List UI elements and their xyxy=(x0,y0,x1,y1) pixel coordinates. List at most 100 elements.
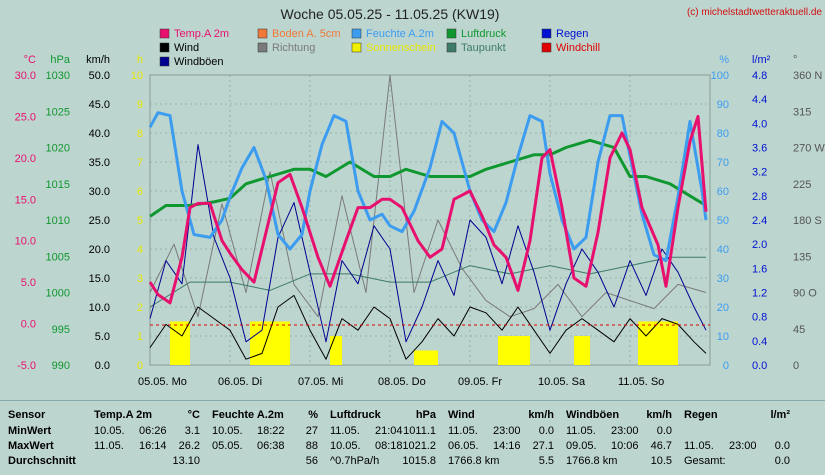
direction-axis-unit: ° xyxy=(793,54,797,66)
stats-cell-time: 06:26 xyxy=(139,425,167,437)
temp-axis-tick: 15.0 xyxy=(15,194,36,206)
stats-cell-value: 26.2 xyxy=(178,440,200,452)
series-line-windb-en xyxy=(149,144,707,343)
sunshine-bar xyxy=(498,336,530,365)
x-label: 11.05. So xyxy=(618,376,664,388)
chart-title: Woche 05.05.25 - 11.05.25 (KW19) xyxy=(281,6,500,22)
rain-axis-tick: 2.4 xyxy=(752,215,767,227)
temp-axis-tick: 20.0 xyxy=(15,153,36,165)
sunshine-bar xyxy=(170,321,190,365)
series-line-luftdruck xyxy=(149,138,707,218)
legend: Temp.A 2m Boden A. 5cm Feuchte A.2m Luftdru… xyxy=(159,28,600,68)
legend-swatch xyxy=(446,28,457,39)
legend-label: Regen xyxy=(556,28,588,40)
stats-cell-date: 10.05. xyxy=(330,440,361,452)
humidity-axis-tick: 90 xyxy=(717,99,729,111)
x-axis-labels: 05.05. Mo 06.05. Di 07.05. Mi 08.05. Do 09.0… xyxy=(138,376,664,388)
stats-cell-value: 3.1 xyxy=(184,425,200,437)
wind-axis-tick: 15.0 xyxy=(89,273,110,285)
humidity-axis-tick: 80 xyxy=(717,128,729,140)
pressure-axis-tick: 990 xyxy=(52,360,70,372)
pressure-axis-tick: 1005 xyxy=(46,251,70,263)
series-line-feuchte-a-2m xyxy=(148,111,708,263)
legend-label: Boden A. 5cm xyxy=(272,28,341,40)
stats-cell-value: 1015.8 xyxy=(402,455,436,467)
stats-cell-date: Gesamt: xyxy=(684,455,726,467)
series-line-wind xyxy=(149,294,707,360)
legend-swatch xyxy=(541,42,552,53)
stats-cell-value: 56 xyxy=(305,455,318,467)
stats-cell-date: 11.05. xyxy=(448,425,478,437)
stats-cell-date: 11.05. xyxy=(330,425,360,437)
legend-label: Feuchte A.2m xyxy=(366,28,434,40)
weather-chart: Woche 05.05.25 - 11.05.25 (KW19) (c) mic… xyxy=(15,6,825,388)
stats-cell-time: 21:04 xyxy=(375,425,403,437)
wind-axis-tick: 45.0 xyxy=(89,99,110,111)
stats-cell-date: 1766.8 km xyxy=(448,455,500,467)
pressure-axis-tick: 1010 xyxy=(46,215,70,227)
stats-cell-value: 46.7 xyxy=(650,440,672,452)
direction-axis-tick: 45 xyxy=(793,324,805,336)
x-label: 08.05. Do xyxy=(378,376,426,388)
legend-label: Windböen xyxy=(174,56,224,68)
direction-axis-tick: 360 N xyxy=(793,70,822,82)
temp-axis-tick: 0.0 xyxy=(21,319,36,331)
stats-table: Sensor Temp.A 2m °C Feuchte A.2m% Luftdruck h… xyxy=(0,400,825,475)
direction-axis-tick: 180 S xyxy=(793,215,822,227)
pressure-axis-tick: 1015 xyxy=(46,179,70,191)
series-lines xyxy=(148,74,708,360)
stats-header-unit: hPa xyxy=(415,409,436,421)
pressure-axis-tick: 1030 xyxy=(46,70,70,82)
stats-header: Regen xyxy=(684,409,718,421)
rain-axis-tick: 3.2 xyxy=(752,167,767,179)
legend-label: Taupunkt xyxy=(461,42,506,54)
rain-axis-unit: l/m² xyxy=(752,54,771,66)
stats-cell-date: 10.05. xyxy=(94,425,125,437)
sunshine-bar xyxy=(330,336,342,365)
sun-axis-tick: 10 xyxy=(131,70,143,82)
rain-axis-tick: 2.8 xyxy=(752,191,767,203)
stats-cell-date: 1766.8 km xyxy=(566,455,618,467)
pressure-axis-tick: 1020 xyxy=(46,143,70,155)
legend-swatch xyxy=(446,42,457,53)
humidity-axis-tick: 10 xyxy=(717,331,729,343)
direction-axis-tick: 225 xyxy=(793,179,811,191)
legend-label: Windchill xyxy=(556,42,600,54)
x-label: 07.05. Mi xyxy=(298,376,343,388)
sun-axis-tick: 8 xyxy=(137,128,143,140)
stats-cell-value: 0.0 xyxy=(656,425,672,437)
sun-axis-tick: 9 xyxy=(137,99,143,111)
legend-swatch xyxy=(351,28,362,39)
sun-axis-unit: h xyxy=(137,54,143,66)
temp-axis-tick: 30.0 xyxy=(15,70,36,82)
legend-label: Richtung xyxy=(272,42,315,54)
legend-swatch xyxy=(257,28,268,39)
legend-swatch xyxy=(159,56,170,67)
wind-axis-tick: 20.0 xyxy=(89,244,110,256)
legend-swatch xyxy=(257,42,268,53)
stats-cell-value: 10.5 xyxy=(650,455,672,467)
stats-cell-time: 10:06 xyxy=(611,440,639,452)
sunshine-bar xyxy=(638,321,678,365)
stats-cell-value: 1011.1 xyxy=(403,425,436,437)
stats-cell-time: 06:38 xyxy=(257,440,285,452)
humidity-axis-tick: 70 xyxy=(717,157,729,169)
legend-label: Sonnenschein xyxy=(366,42,436,54)
sun-axis-tick: 7 xyxy=(137,157,143,169)
direction-axis-tick: 90 O xyxy=(793,288,817,300)
stats-cell-date: 11.05. xyxy=(684,440,714,452)
humidity-axis-tick: 40 xyxy=(717,244,729,256)
humidity-axis-unit: % xyxy=(719,54,729,66)
humidity-axis-tick: 50 xyxy=(717,215,729,227)
wind-axis-tick: 0.0 xyxy=(95,360,110,372)
sunshine-bars xyxy=(170,321,678,365)
rain-axis-tick: 4.8 xyxy=(752,70,767,82)
x-label: 06.05. Di xyxy=(218,376,262,388)
series-line-taupunkt xyxy=(149,256,706,308)
sun-axis-tick: 1 xyxy=(137,331,143,343)
stats-cell-date: 09.05. xyxy=(566,440,597,452)
legend-swatch xyxy=(351,42,362,53)
humidity-axis-tick: 100 xyxy=(711,70,729,82)
stats-cell-value: 27.1 xyxy=(532,440,554,452)
wind-axis-unit: km/h xyxy=(86,54,110,66)
